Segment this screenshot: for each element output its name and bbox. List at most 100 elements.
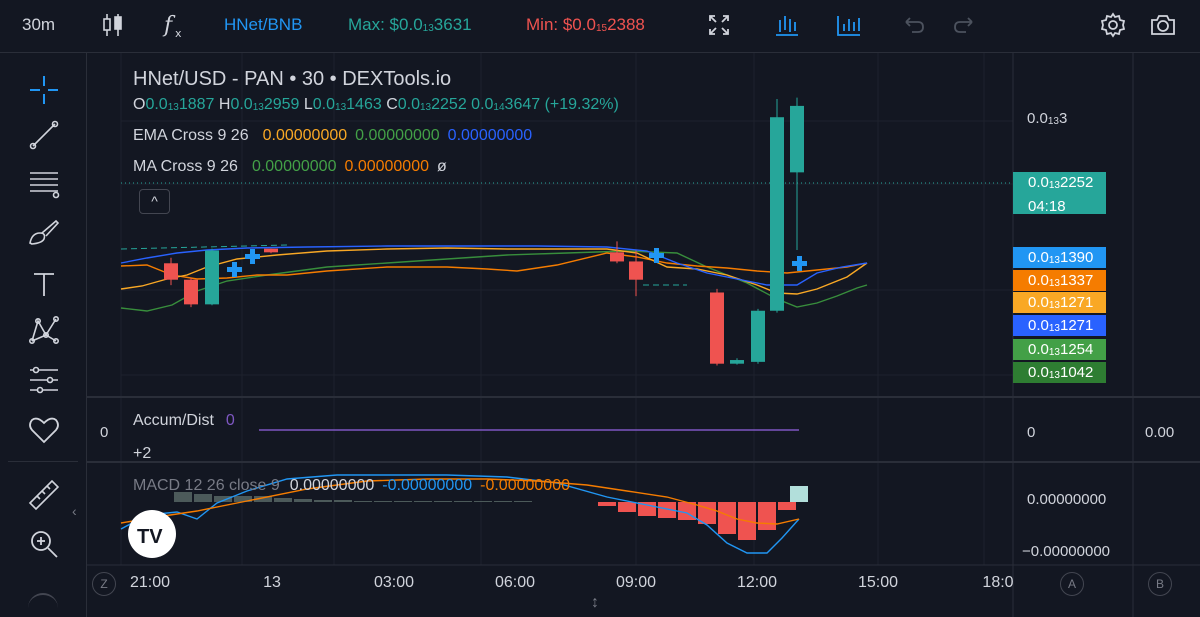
magnet-icon[interactable] — [28, 593, 58, 615]
max-label: Max: $0.0 — [348, 15, 423, 34]
macd-bar — [658, 502, 676, 518]
chart-title: HNet/USD - PAN • 30 • DEXTools.io — [133, 68, 452, 90]
macd-bar — [598, 502, 616, 506]
high-label: H — [218, 96, 231, 113]
chart-canvas[interactable]: TV — [87, 53, 1200, 617]
drawing-toolbar: ‹ — [0, 53, 87, 617]
accum-left-axis: 0 — [100, 424, 109, 441]
macd-badge[interactable]: +2 — [133, 445, 152, 462]
macd-bar — [274, 498, 292, 502]
macd-bar — [214, 496, 232, 502]
svg-text:f: f — [162, 13, 176, 38]
ema-label: EMA Cross 9 26 — [133, 127, 249, 144]
price-tag: 0.0131042 — [1013, 362, 1106, 383]
macd-signal-line — [120, 478, 800, 525]
resize-handle-icon[interactable]: ↕ — [591, 594, 599, 611]
a-button[interactable]: A — [1060, 572, 1084, 596]
ma-value-3: ø — [437, 158, 447, 175]
close-sub: 13 — [420, 102, 432, 113]
open-tail: 1887 — [178, 96, 215, 113]
prediction-icon[interactable] — [24, 360, 64, 400]
price-tag-value: 0.0131271 — [1028, 317, 1094, 334]
fullscreen-icon[interactable] — [704, 10, 734, 40]
candles-icon[interactable] — [98, 10, 128, 40]
ma-cross-legend[interactable]: MA Cross 9 26 0.00000000 0.00000000 ø — [133, 157, 447, 177]
ma-value-1: 0.00000000 — [251, 158, 337, 175]
accum-dist-legend[interactable]: Accum/Dist 0 — [133, 411, 235, 431]
close-value: 0.0 — [397, 96, 420, 113]
low-sub: 13 — [335, 102, 347, 113]
macd-bar — [778, 502, 796, 510]
macd-axis-bottom: −0.00000000 — [1022, 543, 1111, 560]
close-label: C — [386, 96, 398, 113]
macd-label: MACD 12 26 close 9 — [133, 477, 280, 494]
macd-bar — [758, 502, 776, 530]
min-label: Min: $0.0 — [526, 15, 596, 34]
macd-bar — [394, 501, 412, 502]
pattern-icon[interactable] — [24, 311, 64, 351]
trend-line-icon[interactable] — [24, 115, 64, 155]
macd-bar — [254, 496, 272, 502]
crosshair-icon[interactable] — [24, 70, 64, 110]
ruler-icon[interactable] — [24, 475, 64, 515]
candle-body — [205, 250, 219, 305]
brush-icon[interactable] — [24, 213, 64, 253]
camera-icon[interactable] — [1148, 10, 1178, 40]
zoom-in-icon[interactable] — [24, 524, 64, 564]
ema-cross-legend[interactable]: EMA Cross 9 26 0.00000000 0.00000000 0.0000… — [133, 126, 532, 146]
collapse-legend-button[interactable]: ^ — [139, 189, 170, 214]
redo-icon[interactable] — [950, 10, 980, 40]
svg-text:TV: TV — [137, 526, 163, 548]
ema-value-3: 0.00000000 — [447, 127, 533, 144]
accum-far-right-axis: 0.00 — [1145, 424, 1175, 441]
time-label: 06:00 — [494, 574, 536, 591]
min-sub: 15 — [595, 23, 608, 34]
price-tag: 0.0131271 — [1013, 292, 1106, 313]
heart-icon[interactable] — [24, 409, 64, 449]
bars-chart-icon[interactable] — [772, 10, 802, 40]
price-tag-value: 0.0131254 — [1028, 341, 1094, 358]
fib-retracement-icon[interactable] — [24, 163, 64, 203]
open-value: 0.0 — [145, 96, 168, 113]
trade-markers — [227, 248, 807, 277]
gear-icon[interactable] — [1098, 10, 1128, 40]
macd-bar — [234, 496, 252, 502]
macd-bar — [718, 502, 736, 534]
candle-body — [629, 261, 643, 280]
max-price: Max: $0.0133631 — [348, 14, 472, 40]
price-axis-label: 0.0133 — [1027, 110, 1067, 127]
macd-bar — [314, 500, 332, 502]
macd-value-1: 0.00000000 — [289, 477, 375, 494]
bars-chart-alt-icon[interactable] — [834, 10, 864, 40]
ohlc-values: O0.0131887 H0.0132959 L0.0131463 C0.0132… — [133, 95, 619, 118]
svg-text:x: x — [175, 27, 182, 40]
pair-symbol[interactable]: HNet/BNB — [224, 15, 303, 34]
ma-value-2: 0.00000000 — [344, 158, 429, 175]
macd-bar — [474, 501, 492, 502]
macd-value-3: -0.00000000 — [480, 477, 570, 494]
ema-value-1: 0.00000000 — [262, 127, 348, 144]
macd-value-2: -0.00000000 — [382, 477, 473, 494]
max-tail: 3631 — [433, 15, 472, 34]
tradingview-logo: TV — [128, 510, 176, 558]
undo-icon[interactable] — [898, 10, 928, 40]
min-price: Min: $0.0152388 — [526, 14, 645, 40]
text-tool-icon[interactable] — [24, 264, 64, 304]
candles — [164, 97, 804, 366]
price-tag-value: 0.0131271 — [1028, 294, 1094, 311]
price-tag: 0.0131390 — [1013, 247, 1106, 268]
sidebar-divider — [8, 461, 78, 462]
ma-label: MA Cross 9 26 — [133, 158, 238, 175]
price-tag-value: 0.0131042 — [1028, 364, 1094, 381]
macd-bar — [434, 501, 452, 502]
interval-selector[interactable]: 30m — [22, 15, 56, 34]
b-button[interactable]: B — [1148, 572, 1172, 596]
collapse-sidebar-icon[interactable]: ‹ — [72, 503, 77, 519]
accum-value: 0 — [225, 412, 235, 429]
z-button[interactable]: Z — [92, 572, 116, 596]
macd-bar — [454, 501, 472, 502]
macd-legend[interactable]: MACD 12 26 close 9 0.00000000 -0.00000000-… — [133, 476, 570, 496]
macd-bar — [514, 501, 532, 502]
